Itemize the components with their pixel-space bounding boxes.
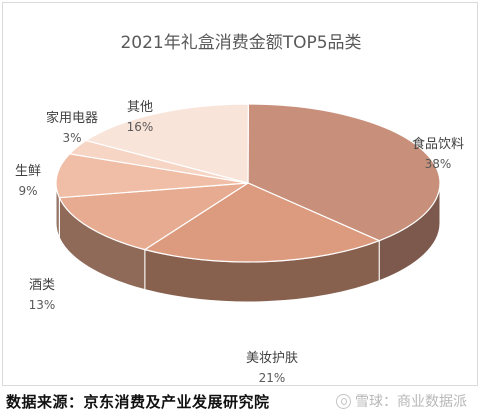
slice-label-1: 美妆护肤: [246, 351, 298, 366]
pie-sides: [55, 182, 441, 303]
pie-labels: 食品饮料 38% 美妆护肤 21% 酒类 13% 生鲜 9% 家用电器 3% 其他 16%: [15, 100, 464, 385]
snowball-logo-icon: [336, 393, 351, 409]
watermark: 雪球：商业数据派: [336, 391, 467, 411]
chart-title: 2021年礼盒消费金额TOP5品类: [120, 33, 362, 53]
watermark-text: 雪球：商业数据派: [355, 394, 467, 410]
slice-value-3: 9%: [18, 184, 37, 198]
pie-slice-2: [58, 182, 249, 251]
pie-tops: [55, 103, 441, 263]
pie-slice-5: [84, 103, 249, 184]
slice-label-5: 其他: [127, 100, 153, 115]
slice-value-0: 38%: [425, 157, 452, 171]
slice-value-2: 13%: [29, 298, 56, 312]
slice-value-4: 3%: [62, 131, 81, 145]
pie-slice-3: [55, 153, 249, 199]
pie-slice-1: [143, 182, 381, 263]
slice-label-3: 生鲜: [15, 164, 41, 179]
slice-label-2: 酒类: [29, 278, 55, 293]
slice-label-0: 食品饮料: [412, 136, 464, 152]
slice-label-4: 家用电器: [46, 110, 98, 126]
slice-value-1: 21%: [259, 371, 286, 385]
source-note: 数据来源：京东消费及产业发展研究院: [6, 393, 270, 411]
slice-value-5: 16%: [127, 120, 154, 134]
pie-slice-0: [247, 103, 441, 242]
